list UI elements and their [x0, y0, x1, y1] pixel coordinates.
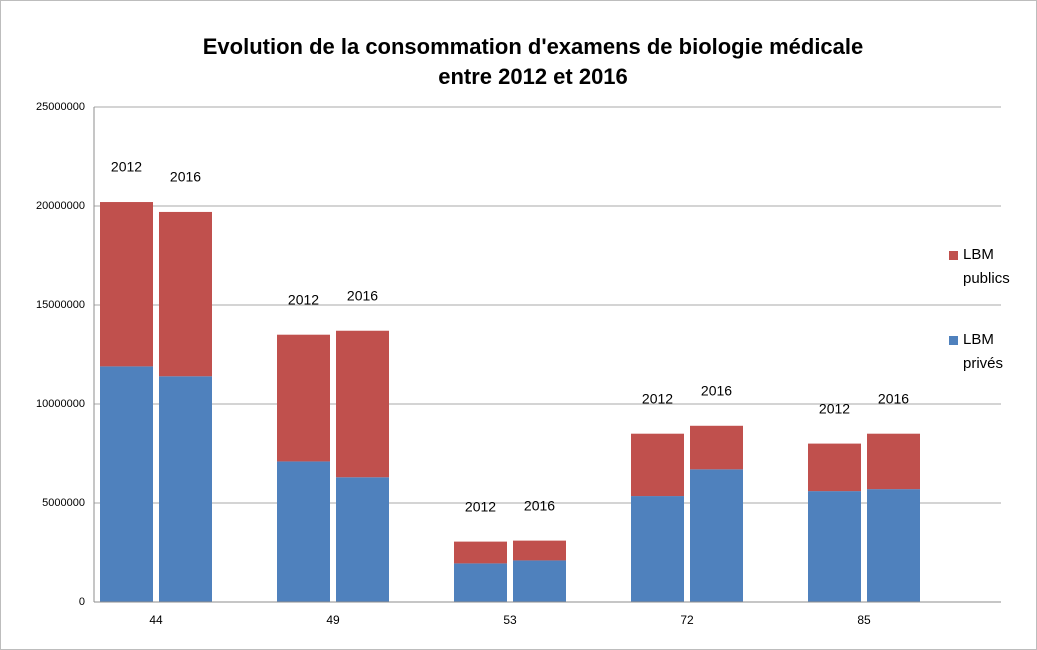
x-tick-label: 72: [680, 613, 694, 627]
bar-segment: [631, 496, 684, 602]
x-tick-label: 53: [503, 613, 517, 627]
legend-swatch: [949, 336, 958, 345]
legend-swatch: [949, 251, 958, 260]
bar-segment: [454, 541, 507, 564]
bar-period-label: 2012: [642, 390, 673, 406]
bar-segment: [336, 330, 389, 478]
bar-period-label: 2016: [701, 382, 732, 398]
bar-segment: [336, 477, 389, 602]
chart-title: Evolution de la consommation d'examens d…: [203, 34, 864, 89]
bar-segment: [100, 366, 153, 602]
y-tick-label: 10000000: [36, 398, 85, 410]
y-tick-label: 15000000: [36, 299, 85, 311]
bar-segment: [277, 334, 330, 462]
bar-segment: [808, 443, 861, 492]
y-tick-label: 5000000: [42, 497, 85, 509]
bar-segment: [631, 433, 684, 497]
bar-period-label: 2016: [524, 497, 555, 513]
bar-period-label: 2012: [111, 159, 142, 175]
x-tick-label: 49: [326, 613, 340, 627]
bar-period-label: 2016: [170, 169, 201, 185]
bar-period-label: 2012: [819, 400, 850, 416]
bar-segment: [277, 461, 330, 602]
bar-period-label: 2012: [288, 291, 319, 307]
bar-period-label: 2016: [878, 390, 909, 406]
bar-segment: [159, 376, 212, 602]
bar-period-label: 2016: [347, 287, 378, 303]
bar-segment: [159, 211, 212, 377]
bar-segment: [100, 202, 153, 367]
bar-segment: [808, 491, 861, 602]
bar-segment: [690, 469, 743, 602]
bar-segment: [867, 489, 920, 602]
legend-label: LBM privés: [963, 331, 1004, 372]
legend-label: LBM publics: [963, 246, 1010, 287]
bar-segment: [513, 540, 566, 561]
x-tick-label: 44: [149, 613, 163, 627]
bar-segment: [690, 425, 743, 470]
x-tick-label: 85: [857, 613, 871, 627]
y-tick-label: 20000000: [36, 200, 85, 212]
y-tick-label: 25000000: [36, 101, 85, 113]
bar-segment: [454, 563, 507, 602]
bar-segment: [867, 433, 920, 490]
bar-period-label: 2012: [465, 498, 496, 514]
y-tick-label: 0: [79, 596, 85, 608]
bar-segment: [513, 560, 566, 602]
